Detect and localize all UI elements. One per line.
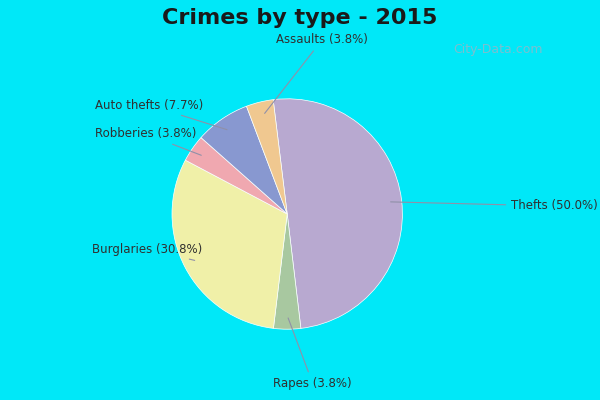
Text: City-Data.com: City-Data.com [453, 44, 543, 56]
Text: Crimes by type - 2015: Crimes by type - 2015 [163, 8, 437, 28]
Wedge shape [172, 160, 287, 328]
Wedge shape [247, 100, 287, 214]
Wedge shape [274, 214, 301, 329]
Wedge shape [201, 106, 287, 214]
Text: Auto thefts (7.7%): Auto thefts (7.7%) [95, 99, 227, 130]
Text: Assaults (3.8%): Assaults (3.8%) [265, 33, 368, 113]
Text: Burglaries (30.8%): Burglaries (30.8%) [92, 243, 202, 260]
Text: Rapes (3.8%): Rapes (3.8%) [274, 318, 352, 390]
Text: Thefts (50.0%): Thefts (50.0%) [391, 200, 598, 212]
Wedge shape [185, 138, 287, 214]
Wedge shape [273, 99, 403, 328]
Text: Robberies (3.8%): Robberies (3.8%) [95, 128, 201, 155]
